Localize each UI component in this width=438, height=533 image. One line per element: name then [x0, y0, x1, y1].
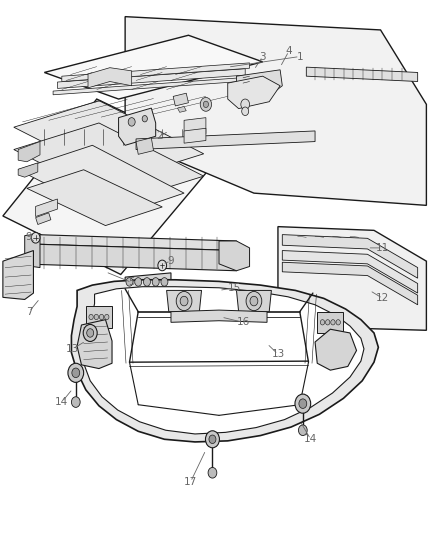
Circle shape: [135, 278, 142, 286]
Circle shape: [72, 368, 80, 377]
Polygon shape: [283, 262, 418, 305]
Text: 13: 13: [66, 344, 79, 354]
Circle shape: [295, 394, 311, 413]
Circle shape: [298, 425, 307, 435]
Circle shape: [250, 296, 258, 306]
Polygon shape: [18, 142, 40, 162]
Circle shape: [89, 314, 93, 320]
Polygon shape: [283, 251, 418, 293]
Polygon shape: [237, 70, 283, 103]
Text: 9: 9: [168, 256, 174, 266]
Polygon shape: [3, 251, 33, 300]
Circle shape: [180, 296, 188, 306]
Polygon shape: [166, 290, 201, 312]
Polygon shape: [71, 280, 378, 442]
Circle shape: [87, 329, 94, 337]
Text: 15: 15: [228, 283, 241, 293]
Circle shape: [128, 118, 135, 126]
Text: 13: 13: [271, 349, 285, 359]
Polygon shape: [283, 235, 418, 278]
Polygon shape: [306, 67, 418, 82]
Circle shape: [99, 314, 104, 320]
Polygon shape: [317, 312, 343, 333]
Polygon shape: [86, 306, 112, 328]
Circle shape: [105, 314, 109, 320]
Text: 16: 16: [237, 317, 250, 327]
Circle shape: [152, 278, 159, 286]
Circle shape: [242, 107, 249, 116]
Text: 14: 14: [55, 397, 68, 407]
Circle shape: [31, 232, 40, 243]
Polygon shape: [35, 235, 237, 251]
Polygon shape: [14, 101, 204, 180]
Circle shape: [142, 116, 148, 122]
Circle shape: [200, 98, 212, 111]
Text: 3: 3: [259, 52, 266, 61]
Polygon shape: [35, 199, 57, 216]
Circle shape: [94, 314, 99, 320]
Circle shape: [176, 292, 192, 311]
Polygon shape: [14, 123, 204, 203]
Polygon shape: [237, 290, 272, 312]
Polygon shape: [136, 131, 315, 150]
Circle shape: [299, 399, 307, 408]
Polygon shape: [136, 138, 153, 155]
Circle shape: [320, 320, 325, 325]
Text: 1: 1: [297, 52, 303, 61]
Polygon shape: [315, 329, 357, 370]
Circle shape: [246, 292, 262, 311]
Polygon shape: [184, 128, 206, 143]
Polygon shape: [77, 320, 112, 368]
Text: 7: 7: [26, 306, 32, 317]
Circle shape: [161, 278, 168, 286]
Circle shape: [205, 431, 219, 448]
Circle shape: [209, 435, 216, 443]
Text: 14: 14: [304, 434, 317, 445]
Polygon shape: [35, 244, 237, 271]
Text: 9: 9: [26, 232, 32, 243]
Polygon shape: [18, 163, 38, 177]
Polygon shape: [27, 169, 162, 225]
Circle shape: [126, 278, 133, 286]
Polygon shape: [88, 68, 132, 88]
Polygon shape: [177, 107, 186, 112]
Polygon shape: [57, 69, 245, 88]
Polygon shape: [278, 227, 426, 330]
Polygon shape: [171, 310, 267, 322]
Circle shape: [158, 260, 166, 271]
Polygon shape: [62, 63, 250, 82]
Text: 4: 4: [286, 46, 292, 56]
Text: 5: 5: [128, 278, 135, 287]
Circle shape: [241, 99, 250, 110]
Polygon shape: [125, 17, 426, 205]
Circle shape: [68, 364, 84, 382]
Polygon shape: [184, 118, 206, 136]
Polygon shape: [125, 273, 171, 295]
Circle shape: [336, 320, 340, 325]
Circle shape: [331, 320, 335, 325]
Circle shape: [208, 467, 217, 478]
Circle shape: [71, 397, 80, 407]
Polygon shape: [228, 76, 280, 109]
Polygon shape: [25, 233, 40, 268]
Text: 12: 12: [376, 293, 389, 303]
Polygon shape: [53, 78, 241, 95]
Circle shape: [325, 320, 330, 325]
Polygon shape: [44, 35, 263, 99]
Circle shape: [203, 101, 208, 108]
Circle shape: [144, 278, 150, 286]
Circle shape: [83, 325, 97, 342]
Polygon shape: [35, 213, 51, 224]
Polygon shape: [173, 93, 188, 106]
Polygon shape: [3, 99, 219, 274]
Polygon shape: [18, 146, 184, 217]
Polygon shape: [119, 108, 155, 146]
Text: 17: 17: [184, 477, 197, 487]
Polygon shape: [83, 287, 364, 434]
Polygon shape: [219, 241, 250, 271]
Text: 11: 11: [376, 243, 389, 253]
Text: 2: 2: [157, 131, 163, 141]
